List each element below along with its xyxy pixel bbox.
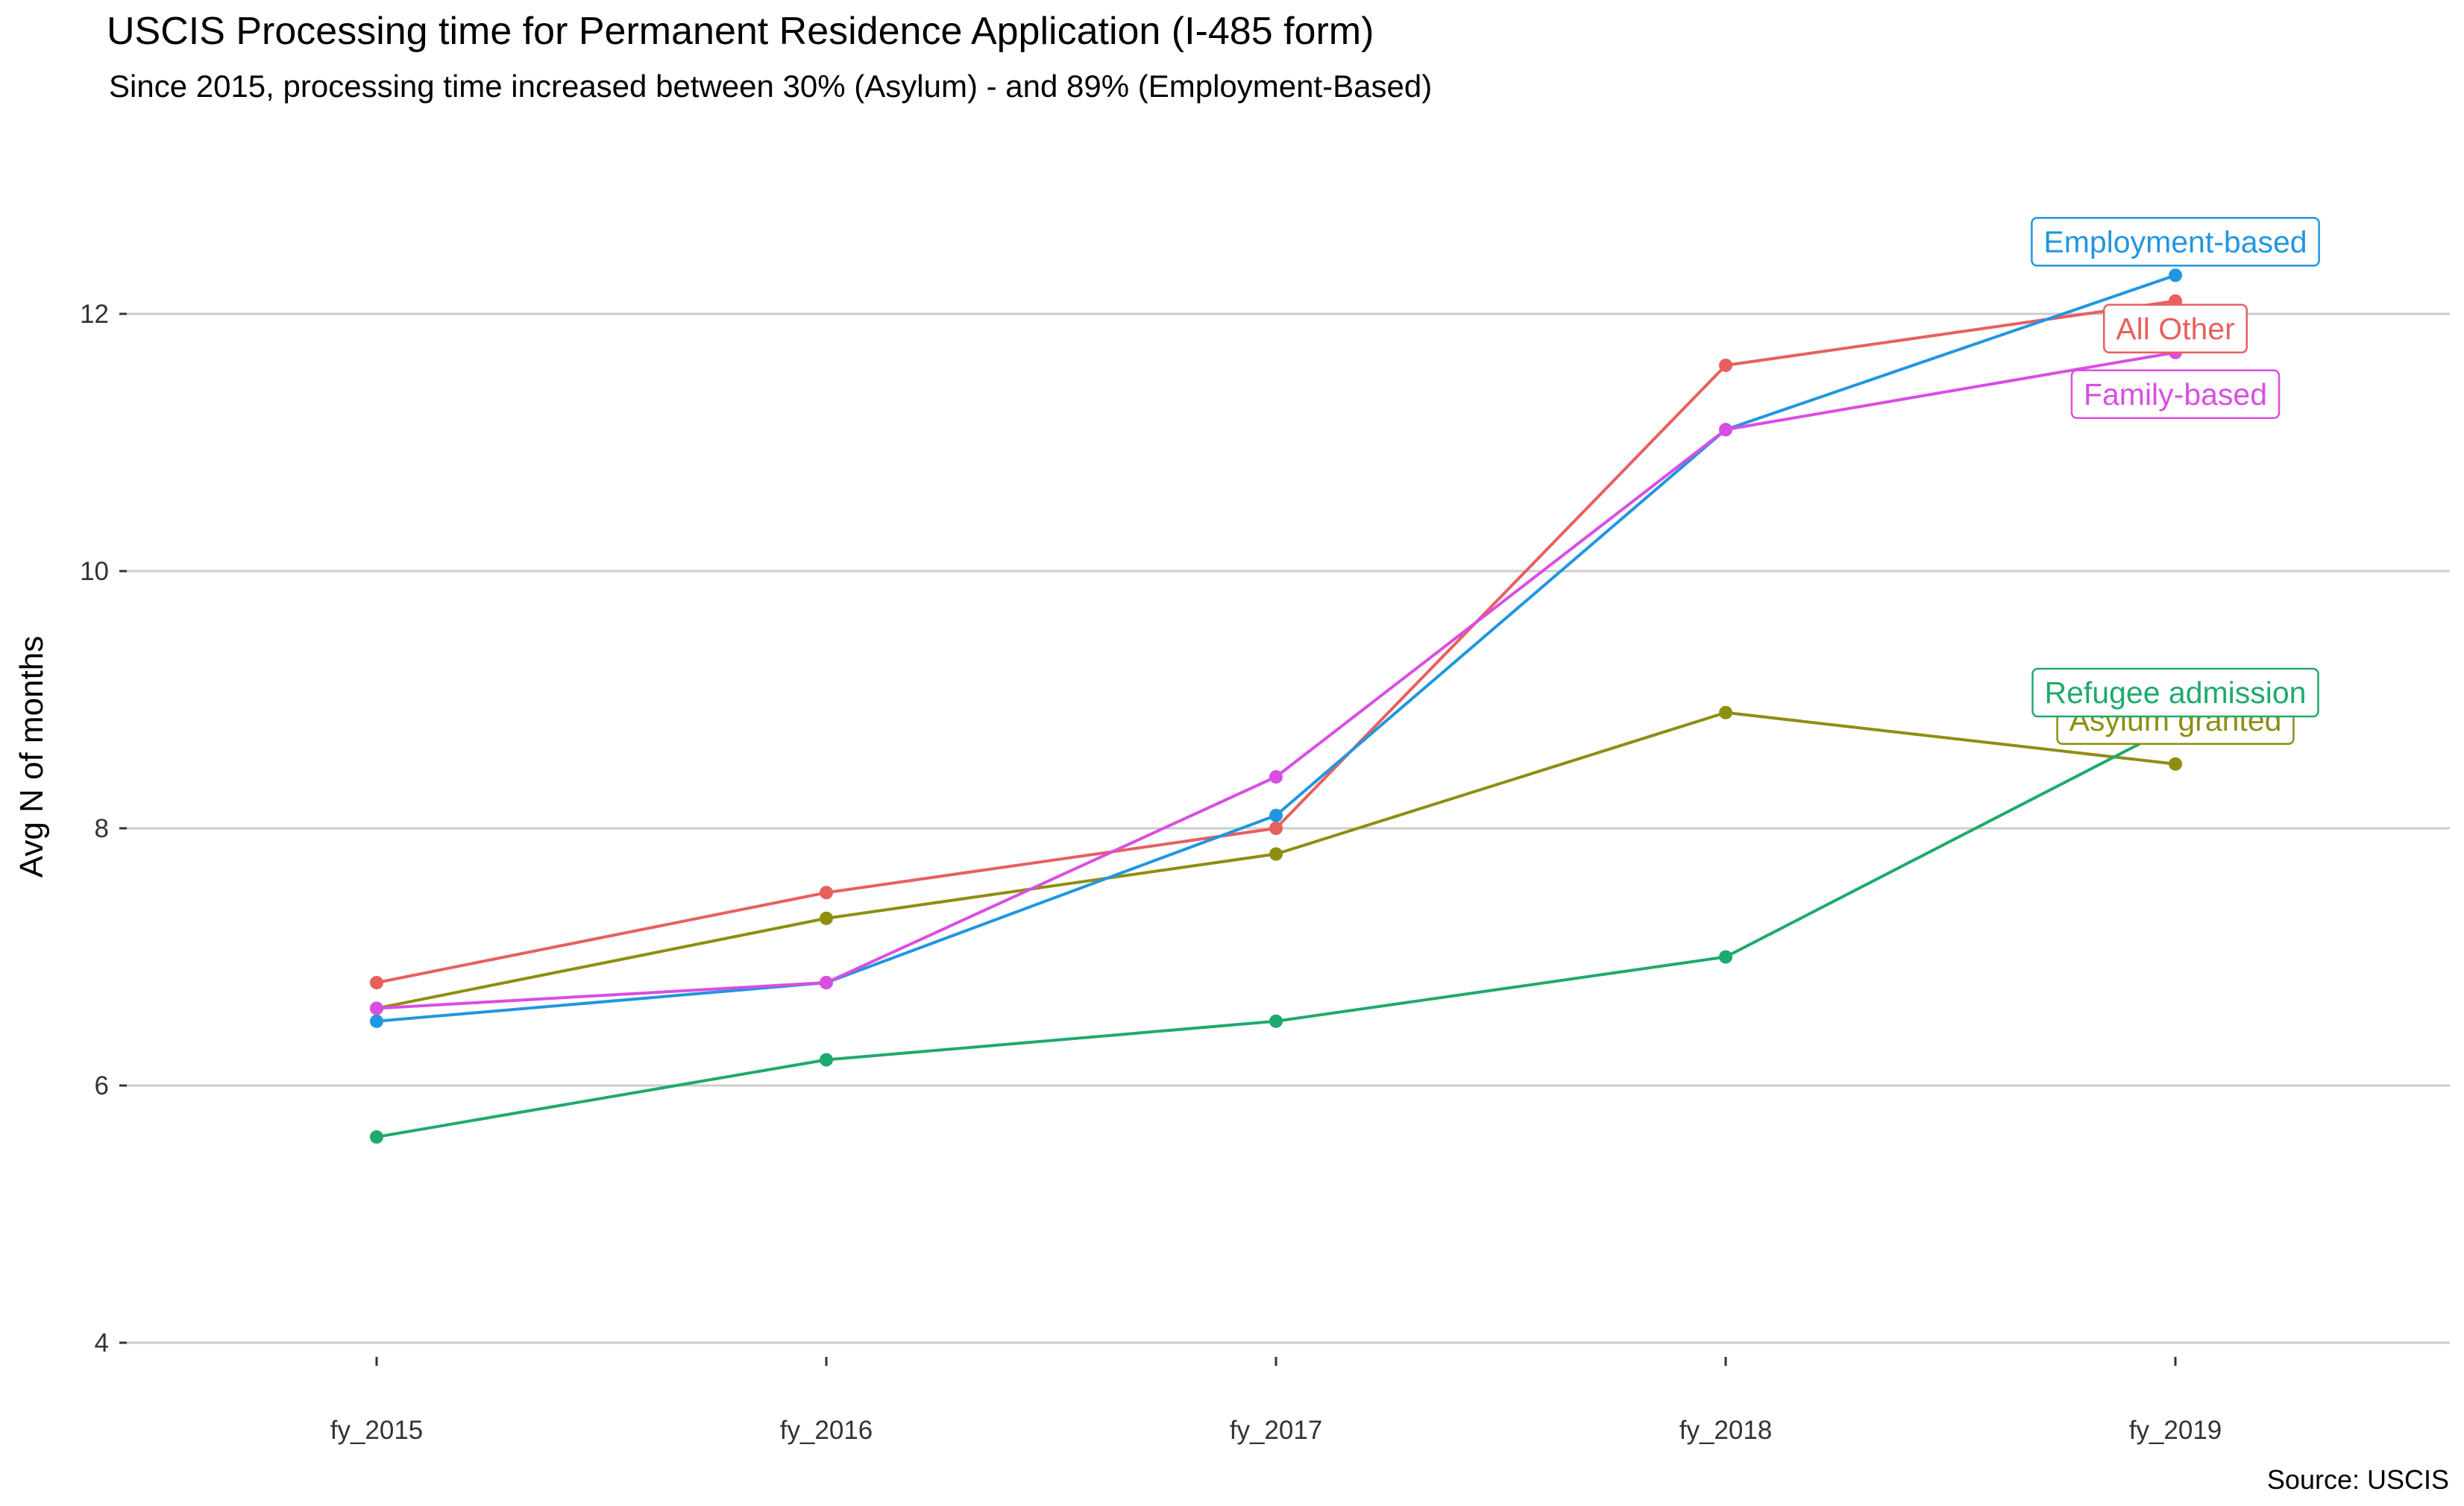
series-label-box [2031,217,2320,267]
data-point-refugee-admission [1269,1014,1283,1028]
data-point-family-based [370,1001,383,1015]
data-point-all-other [370,976,383,989]
x-tick-label: fy_2015 [330,1416,424,1445]
x-tick-label: fy_2018 [1679,1416,1773,1445]
chart-subtitle: Since 2015, processing time increased be… [109,69,1433,104]
data-point-family-based [1719,423,1732,437]
data-point-asylum-granted [1269,847,1283,861]
series-line-all-other [376,299,2176,984]
data-point-asylum-granted [820,911,833,925]
y-tick-label: 8 [95,814,109,843]
data-point-employment-based [1269,808,1283,822]
data-point-employment-based [370,1014,383,1028]
series-label-family-based: Family-based [2070,369,2281,419]
data-point-refugee-admission [820,1053,833,1067]
data-point-all-other [820,886,833,900]
y-tick-label: 6 [95,1071,109,1100]
x-tick-label: fy_2019 [2129,1416,2222,1445]
series-label-text: All Other [2116,312,2235,346]
x-axis-ticks: fy_2015 fy_2016 fy_2017 fy_2018 fy_2019 [330,1357,2222,1445]
series-label-box [2031,667,2319,718]
data-point-asylum-granted [2169,757,2182,771]
series-lines [376,274,2176,1138]
series-line-refugee-admission [376,724,2176,1138]
data-point-all-other [1269,822,1283,835]
gridlines [127,312,2450,1344]
x-tick-label: fy_2017 [1230,1416,1323,1445]
data-point-asylum-granted [1719,705,1732,719]
series-line-employment-based [376,274,2176,1023]
series-label-all-other: All Other [2103,303,2248,353]
series-label-text: Employment-based [2043,224,2307,259]
chart-caption: Source: USCIS [2266,1464,2449,1495]
series-points [370,268,2182,1144]
y-tick-label: 12 [80,300,109,329]
data-point-family-based [1269,770,1283,784]
series-line-family-based [376,350,2176,1010]
series-label-box [2103,303,2248,353]
series-label-text: Refugee admission [2045,675,2307,710]
x-tick-label: fy_2016 [780,1416,873,1445]
y-axis-title: Avg N of months [13,636,50,878]
data-point-refugee-admission [370,1130,383,1144]
y-tick-label: 10 [80,557,109,586]
y-axis-ticks: 4 6 8 10 12 [80,300,127,1358]
data-point-family-based [820,976,833,989]
y-tick-label: 4 [95,1329,109,1358]
series-label-employment-based: Employment-based [2031,217,2320,267]
series-label-refugee-admission: Refugee admission [2031,667,2319,718]
series-label-box [2070,369,2281,419]
data-point-employment-based [2169,268,2182,283]
chart-title: USCIS Processing time for Permanent Resi… [107,10,1374,53]
data-point-all-other [1719,359,1732,372]
data-point-refugee-admission [1719,950,1732,964]
series-label-text: Family-based [2084,377,2267,412]
